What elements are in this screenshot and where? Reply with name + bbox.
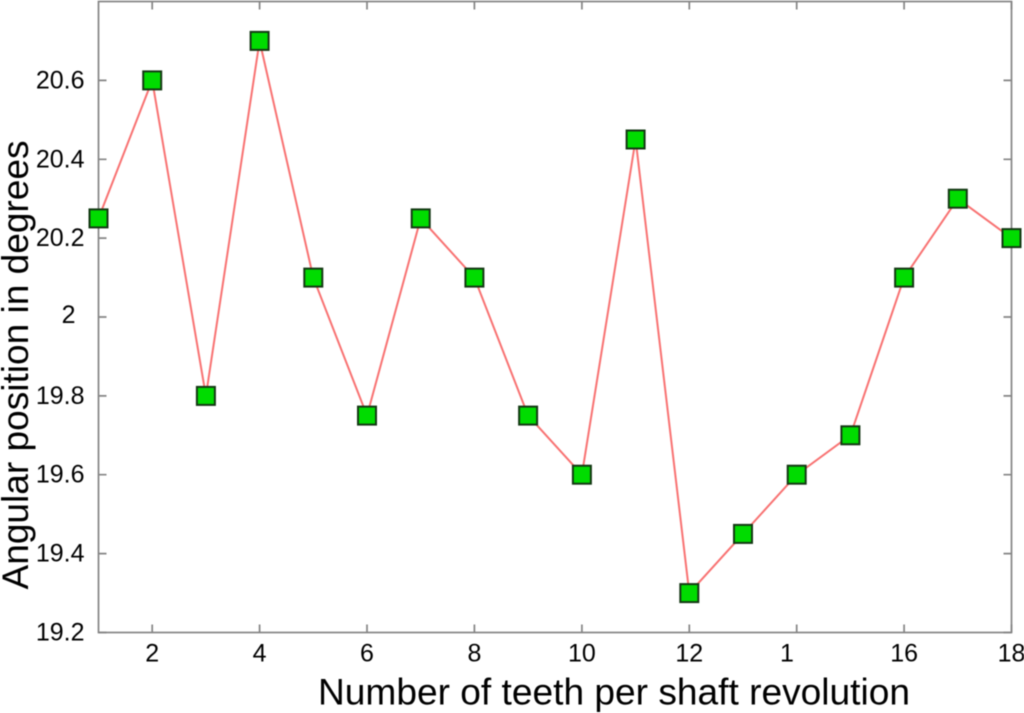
svg-text:16: 16	[890, 640, 918, 668]
svg-text:19.8: 19.8	[36, 382, 85, 410]
svg-text:20.6: 20.6	[36, 66, 85, 94]
svg-text:19.4: 19.4	[36, 540, 85, 568]
svg-text:18: 18	[998, 640, 1024, 668]
svg-text:20.2: 20.2	[36, 224, 85, 252]
svg-text:19.2: 19.2	[36, 619, 85, 647]
svg-text:2: 2	[145, 640, 159, 668]
svg-text:2: 2	[62, 301, 76, 329]
svg-text:Angular position in degrees: Angular position in degrees	[0, 141, 36, 590]
svg-text:4: 4	[253, 640, 267, 668]
svg-text:20.4: 20.4	[36, 145, 85, 173]
svg-text:8: 8	[467, 640, 481, 668]
svg-text:6: 6	[360, 640, 374, 668]
svg-text:1: 1	[780, 640, 794, 668]
svg-text:Number of teeth per shaft revo: Number of teeth per shaft revolution	[318, 672, 910, 713]
svg-text:12: 12	[675, 640, 703, 668]
svg-text:10: 10	[568, 640, 596, 668]
svg-text:19.6: 19.6	[36, 461, 85, 489]
